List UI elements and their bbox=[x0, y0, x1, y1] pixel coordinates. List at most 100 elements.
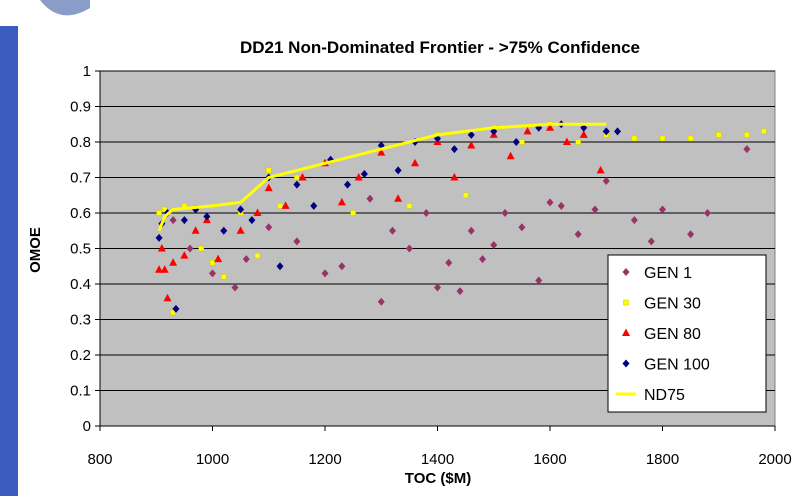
point bbox=[557, 201, 565, 210]
point bbox=[630, 216, 638, 225]
y-tick-label: 0.5 bbox=[70, 241, 91, 258]
point bbox=[743, 145, 751, 154]
point bbox=[535, 276, 543, 285]
point bbox=[209, 269, 216, 278]
point bbox=[394, 166, 402, 175]
point bbox=[354, 173, 363, 181]
point bbox=[591, 205, 599, 214]
point bbox=[155, 265, 164, 273]
point bbox=[266, 167, 272, 174]
point bbox=[293, 180, 301, 189]
y-tick-label: 0.8 bbox=[70, 134, 91, 151]
point bbox=[479, 255, 486, 264]
point bbox=[467, 226, 475, 235]
logo-fragment bbox=[40, 0, 90, 16]
point bbox=[389, 226, 396, 235]
point bbox=[406, 203, 413, 209]
point bbox=[467, 130, 475, 139]
point bbox=[350, 210, 356, 216]
point bbox=[562, 137, 571, 145]
legend-label: GEN 1 bbox=[644, 265, 692, 282]
point bbox=[523, 126, 532, 135]
point bbox=[574, 230, 582, 239]
point bbox=[294, 174, 300, 181]
x-axis-label: TOC ($M) bbox=[405, 470, 471, 487]
legend-swatch bbox=[622, 359, 630, 368]
point bbox=[155, 233, 163, 242]
point bbox=[265, 223, 273, 232]
y-tick-label: 0.3 bbox=[70, 312, 91, 329]
x-tick-label: 1800 bbox=[646, 451, 679, 468]
point bbox=[445, 258, 453, 267]
point bbox=[716, 132, 722, 138]
point bbox=[596, 165, 605, 174]
point bbox=[163, 293, 172, 302]
y-tick-label: 0.4 bbox=[70, 276, 91, 293]
point bbox=[687, 230, 695, 239]
point bbox=[462, 192, 469, 198]
point bbox=[377, 148, 386, 156]
y-tick-label: 0.7 bbox=[70, 170, 91, 187]
point bbox=[506, 151, 515, 160]
point bbox=[519, 139, 525, 145]
point bbox=[172, 304, 180, 313]
y-tick-label: 1 bbox=[83, 63, 91, 80]
point bbox=[647, 237, 655, 246]
x-tick-label: 1400 bbox=[421, 451, 454, 468]
y-tick-label: 0.1 bbox=[70, 383, 91, 400]
point bbox=[659, 135, 666, 142]
point bbox=[360, 169, 368, 178]
point bbox=[321, 269, 329, 278]
point bbox=[169, 258, 178, 266]
point bbox=[614, 127, 621, 136]
point bbox=[579, 130, 588, 138]
y-tick-label: 0 bbox=[83, 418, 91, 435]
point bbox=[209, 259, 216, 266]
point bbox=[366, 194, 374, 203]
point bbox=[236, 226, 245, 234]
point bbox=[220, 226, 228, 235]
point bbox=[180, 216, 188, 225]
point bbox=[704, 209, 711, 217]
point bbox=[276, 262, 284, 271]
point bbox=[277, 203, 283, 209]
point bbox=[186, 244, 194, 253]
point bbox=[157, 244, 166, 252]
legend-swatch bbox=[623, 299, 629, 306]
x-tick-label: 1600 bbox=[533, 451, 566, 468]
point bbox=[242, 255, 250, 264]
point bbox=[337, 197, 346, 206]
legend-label: GEN 100 bbox=[644, 357, 710, 374]
point bbox=[575, 139, 581, 145]
point bbox=[264, 183, 273, 192]
point bbox=[377, 297, 385, 306]
side-bar bbox=[0, 26, 18, 496]
point bbox=[203, 212, 211, 221]
point bbox=[761, 128, 767, 135]
point bbox=[293, 237, 301, 246]
point bbox=[338, 262, 346, 271]
legend-label: GEN 30 bbox=[644, 296, 701, 313]
legend-swatch bbox=[622, 268, 630, 276]
x-tick-label: 1200 bbox=[308, 451, 341, 468]
point bbox=[450, 173, 459, 181]
point bbox=[744, 132, 750, 138]
point bbox=[602, 177, 610, 186]
point bbox=[298, 173, 307, 181]
point bbox=[434, 283, 441, 292]
point bbox=[411, 158, 419, 167]
y-axis-label: OMOE bbox=[27, 227, 44, 273]
line-series bbox=[157, 122, 607, 232]
x-tick-label: 2000 bbox=[758, 451, 791, 468]
legend: GEN 1 GEN 30 GEN 80 GEN 100 ND75 bbox=[607, 254, 767, 413]
legend-label: ND75 bbox=[644, 387, 685, 404]
point bbox=[394, 194, 403, 202]
point bbox=[310, 201, 318, 210]
point bbox=[191, 226, 200, 234]
point bbox=[546, 123, 554, 131]
point bbox=[659, 205, 666, 214]
point bbox=[248, 216, 256, 225]
point bbox=[253, 208, 262, 216]
point bbox=[467, 141, 476, 149]
